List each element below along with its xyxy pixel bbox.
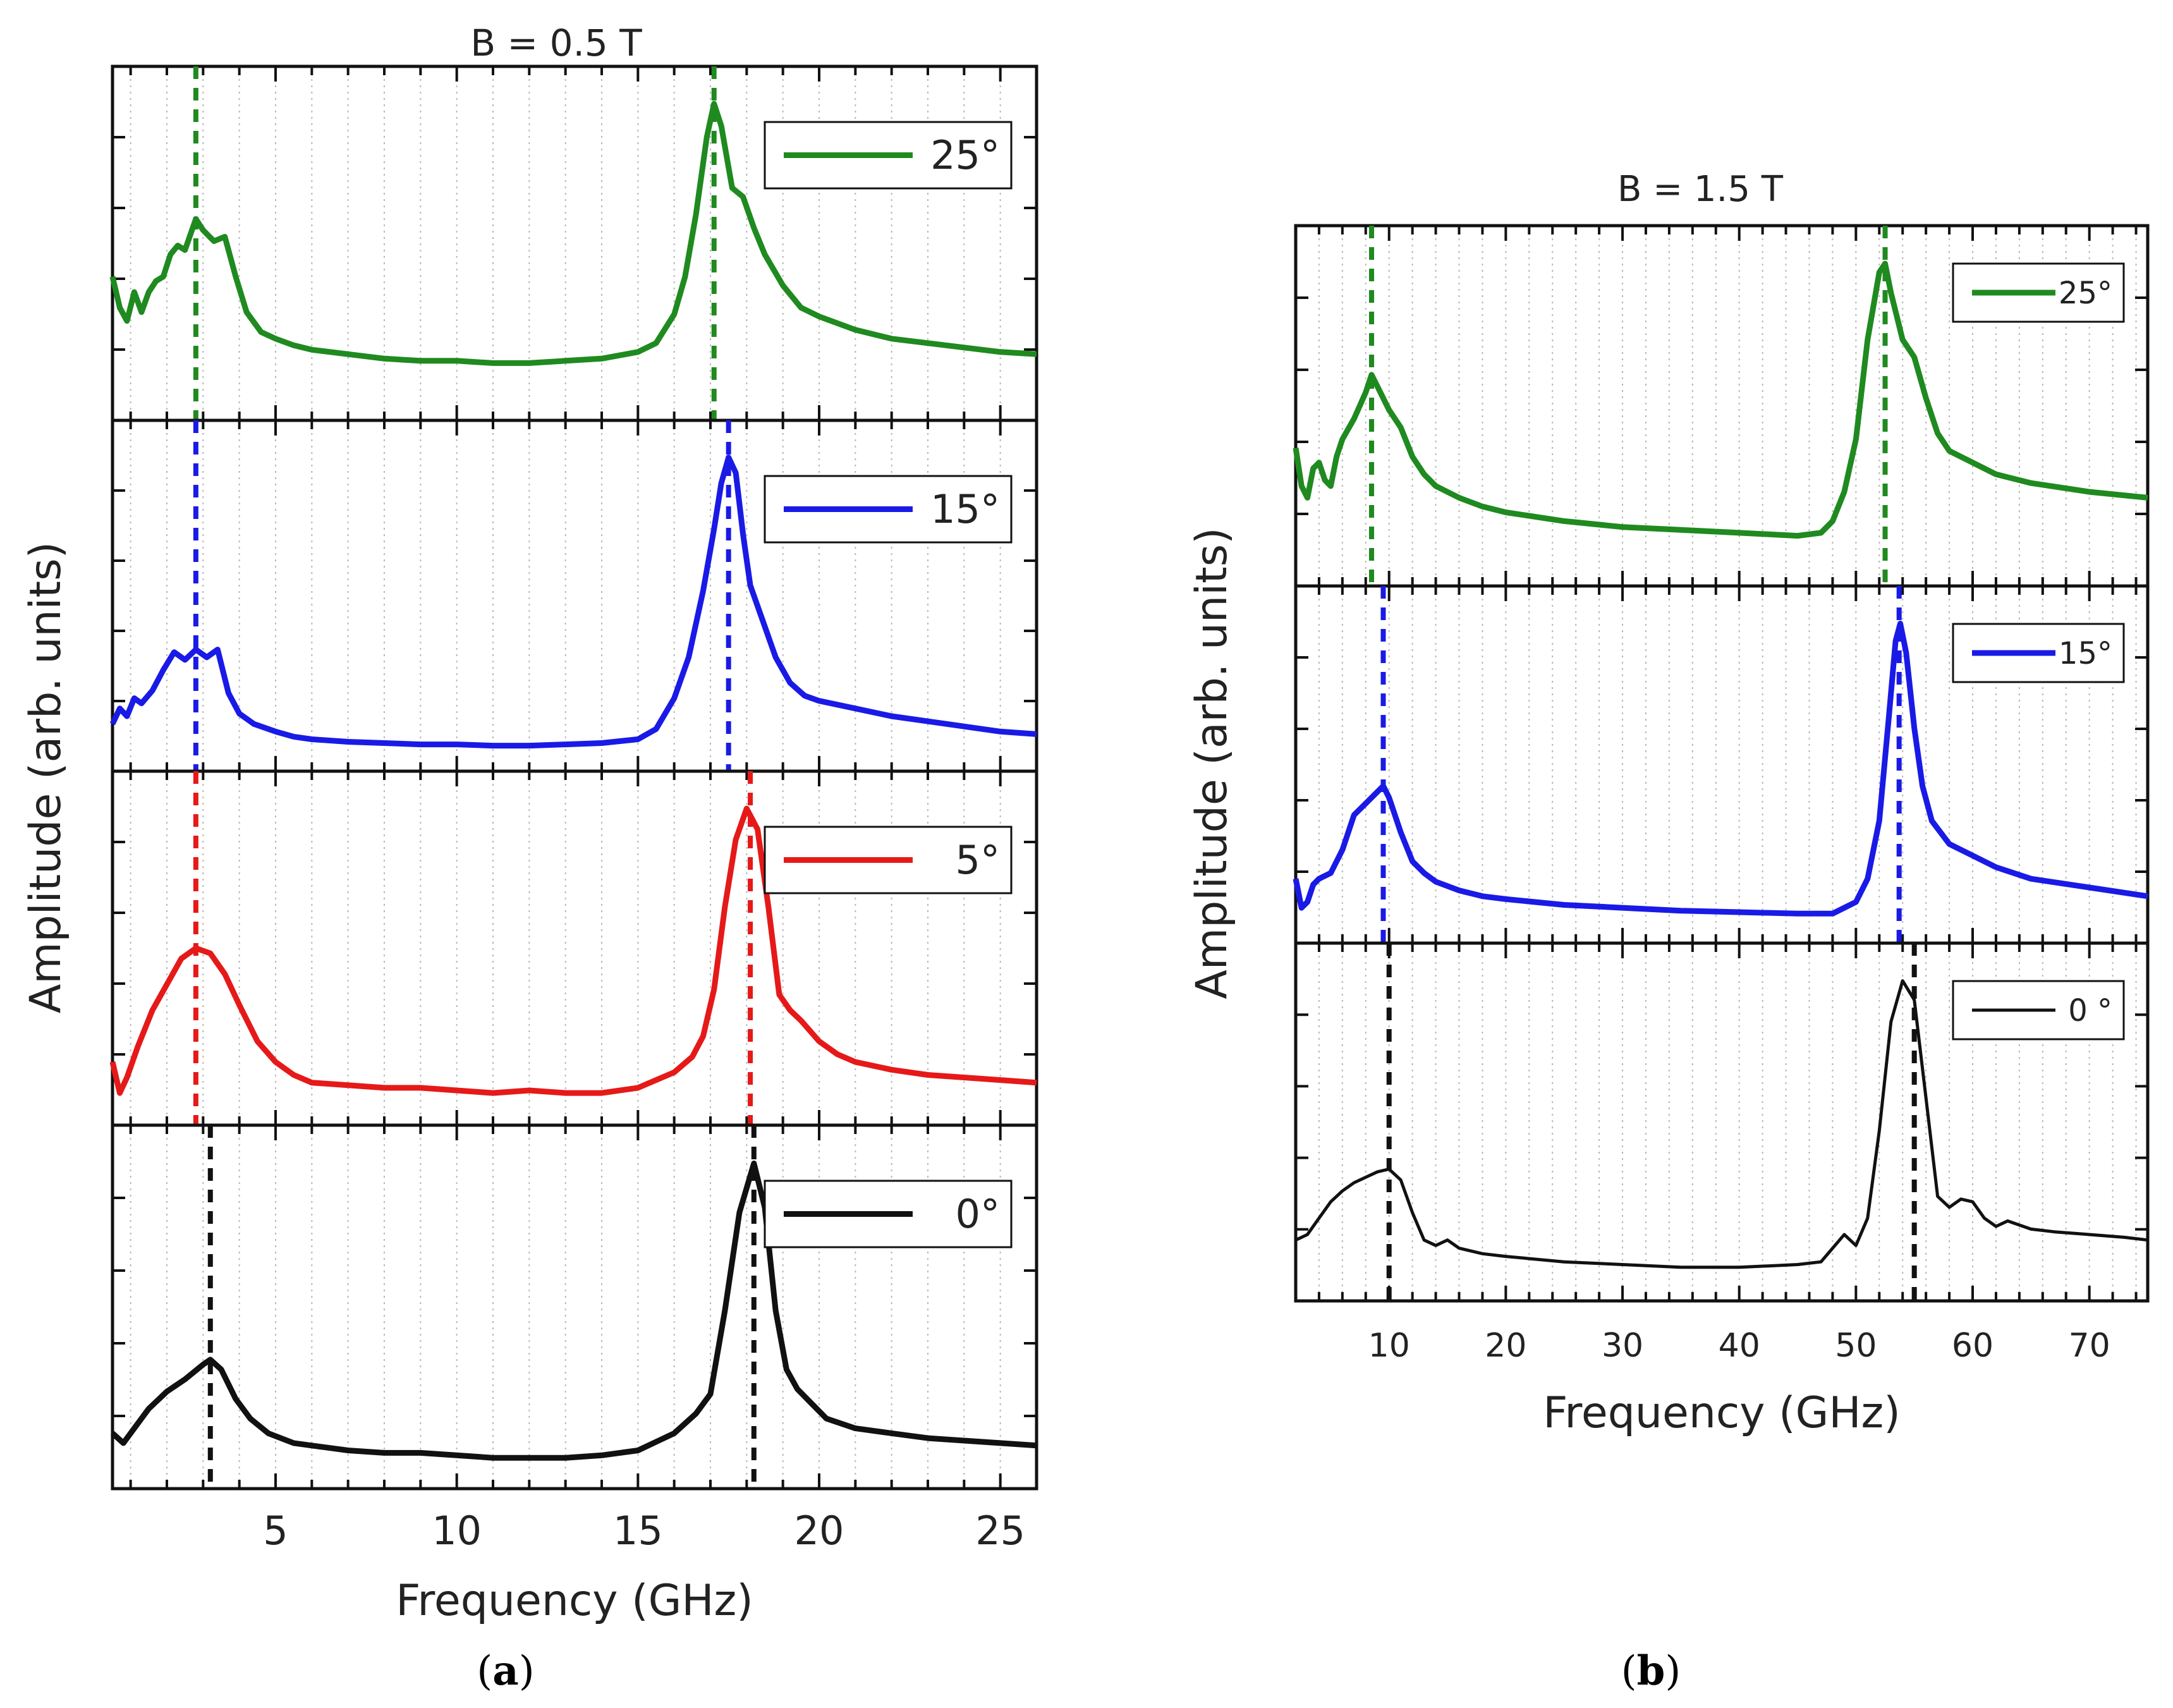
series-line — [1294, 979, 2148, 1269]
x-tick-label: 15 — [613, 1508, 663, 1554]
legend-label: 5° — [956, 837, 1000, 883]
legend-label: 25° — [2059, 276, 2112, 311]
series-line — [1293, 260, 2148, 539]
series-line — [109, 805, 1037, 1096]
x-tick-label: 10 — [432, 1508, 482, 1554]
x-tick-label: 40 — [1719, 1327, 1760, 1365]
series-line — [109, 101, 1037, 366]
panel-0: 25° — [109, 64, 1038, 422]
x-tick-label: 50 — [1835, 1327, 1877, 1365]
x-axis-label: Frequency (GHz) — [1543, 1388, 1900, 1438]
panel-0: 25° — [1293, 224, 2150, 588]
legend-label: 0° — [956, 1191, 1000, 1237]
chart-title: B = 1.5 T — [1617, 169, 1784, 210]
legend-label: 15° — [2059, 636, 2112, 671]
y-axis-label: Amplitude (arb. units) — [21, 542, 71, 1013]
chart-a: B = 0.5 T Amplitude (arb. units) Frequency… — [21, 21, 1038, 1695]
x-tick-label: 70 — [2069, 1327, 2110, 1365]
panel-1: 15° — [1293, 584, 2150, 945]
x-tick-label: 60 — [1952, 1327, 1993, 1365]
panel-frame — [111, 1123, 1038, 1491]
figure-caption: (b) — [1621, 1647, 1681, 1695]
panel-2: 5° — [109, 769, 1038, 1127]
y-axis-label: Amplitude (arb. units) — [1187, 527, 1237, 999]
chart-title: B = 0.5 T — [470, 21, 642, 64]
x-tick-label: 30 — [1602, 1327, 1643, 1365]
legend-label: 25° — [930, 132, 1000, 178]
series-line — [1293, 621, 2148, 917]
x-tick-label: 20 — [1485, 1327, 1526, 1365]
legend-label: 15° — [930, 486, 1000, 532]
panel-3: 0° — [110, 1123, 1038, 1491]
legend-label: 0 ° — [2068, 993, 2112, 1028]
panel-2: 0 ° — [1294, 941, 2150, 1303]
x-tick-label: 20 — [794, 1508, 844, 1554]
figure-caption: (a) — [477, 1647, 534, 1695]
series-line — [110, 1161, 1037, 1461]
x-tick-label: 5 — [263, 1508, 288, 1554]
chart-b: B = 1.5 T Amplitude (arb. units) Frequency… — [1187, 169, 2150, 1695]
x-axis-label: Frequency (GHz) — [396, 1576, 753, 1626]
x-tick-label: 25 — [975, 1508, 1025, 1554]
x-tick-label: 10 — [1368, 1327, 1410, 1365]
panel-frame — [1294, 941, 2150, 1303]
series-line — [109, 454, 1037, 749]
